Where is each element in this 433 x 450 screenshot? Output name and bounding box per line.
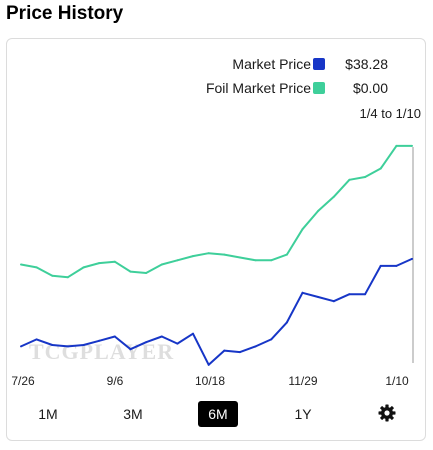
data-point	[192, 332, 194, 335]
x-tick-label: 9/6	[106, 374, 124, 388]
range-button-3m[interactable]: 3M	[123, 406, 143, 422]
data-point	[35, 338, 38, 341]
x-tick-label: 1/10	[385, 374, 409, 388]
data-point	[207, 252, 210, 255]
gear-icon[interactable]	[377, 403, 397, 423]
data-point	[364, 176, 367, 178]
data-point	[82, 344, 85, 346]
data-point	[129, 348, 132, 351]
data-point	[35, 266, 38, 269]
price-chart	[20, 144, 414, 366]
data-point	[160, 335, 163, 338]
chart-card: Market Price $38.28 Foil Market Price $0…	[6, 38, 426, 441]
data-point	[223, 349, 226, 352]
date-range: 1/4 to 1/10	[359, 106, 421, 121]
data-point	[20, 345, 22, 348]
range-button-6m[interactable]: 6M	[198, 401, 238, 427]
data-point	[317, 296, 320, 298]
data-point	[285, 253, 288, 256]
x-tick-label: 7/26	[11, 374, 35, 388]
series-line	[20, 144, 412, 279]
x-tick-label: 10/18	[194, 374, 226, 388]
data-point	[348, 293, 351, 296]
data-point	[254, 259, 257, 262]
series-line	[20, 257, 413, 366]
data-point	[332, 300, 335, 303]
page-title: Price History	[6, 3, 124, 24]
legend-value: $0.00	[352, 80, 388, 96]
data-point	[239, 351, 241, 354]
data-point	[395, 144, 398, 147]
data-point	[145, 341, 148, 344]
data-point	[66, 345, 69, 348]
data-point	[176, 259, 179, 262]
range-button-1m[interactable]: 1M	[38, 406, 58, 422]
x-tick-label: 11/29	[288, 374, 318, 388]
data-point	[113, 335, 116, 338]
data-point	[411, 257, 413, 260]
data-point	[379, 167, 382, 170]
data-point	[113, 260, 116, 263]
data-point	[285, 321, 288, 324]
data-point	[301, 291, 304, 294]
data-point	[348, 178, 351, 181]
data-point	[317, 209, 320, 212]
data-point	[332, 195, 335, 198]
watermark: TCGPLAYER	[29, 339, 175, 364]
series-market-price	[20, 257, 413, 366]
data-point	[66, 276, 69, 279]
data-point	[223, 253, 226, 256]
data-point	[254, 345, 257, 348]
data-point	[129, 270, 132, 273]
data-point	[20, 263, 22, 266]
legend-label: Foil Market Price	[205, 80, 311, 96]
data-point	[395, 264, 398, 267]
data-point	[82, 266, 85, 269]
data-point	[98, 262, 101, 265]
range-button-1y[interactable]: 1Y	[294, 406, 312, 422]
data-point	[379, 264, 382, 267]
data-point	[51, 274, 54, 277]
data-point	[176, 342, 179, 345]
data-point	[145, 272, 148, 274]
data-point	[51, 344, 54, 346]
data-point	[207, 363, 210, 366]
data-point	[98, 339, 101, 342]
data-point	[364, 293, 367, 296]
data-point	[160, 263, 163, 266]
legend-swatch	[313, 82, 325, 94]
data-point	[239, 256, 241, 259]
series-foil-market-price	[20, 144, 413, 279]
legend-swatch	[313, 58, 325, 70]
legend-foil-market-price: Foil Market Price $0.00	[7, 78, 427, 98]
data-point	[301, 228, 304, 231]
legend-label: Market Price	[232, 56, 311, 72]
data-point	[192, 255, 194, 258]
legend-market-price: Market Price $38.28	[7, 54, 427, 74]
data-point	[411, 144, 413, 147]
legend-value: $38.28	[345, 56, 388, 72]
data-point	[270, 259, 273, 262]
data-point	[270, 338, 273, 341]
